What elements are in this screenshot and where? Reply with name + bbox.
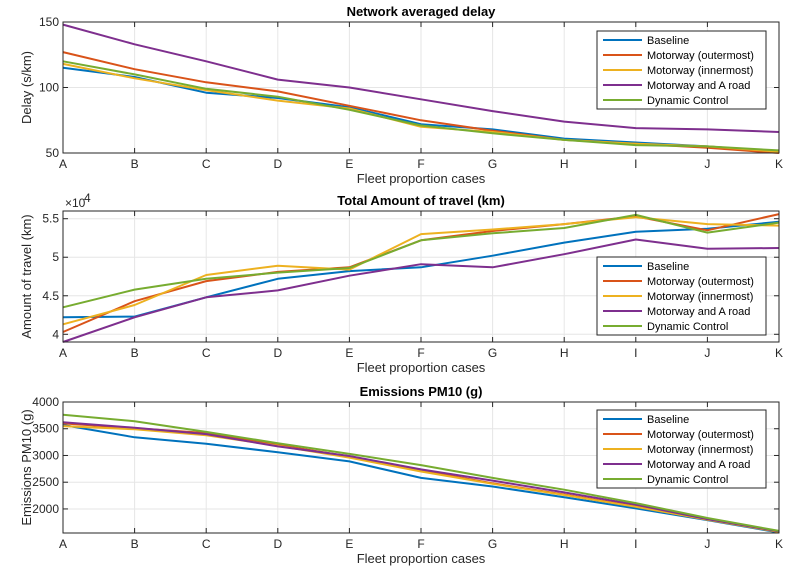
- chart-title: Network averaged delay: [347, 4, 497, 19]
- y-exponent-power: 4: [84, 191, 91, 205]
- x-tick-label: B: [131, 157, 139, 171]
- legend-entry-5: Dynamic Control: [647, 95, 728, 107]
- y-tick-label: 3500: [32, 422, 59, 436]
- legend-entry-4: Motorway and A road: [647, 306, 750, 318]
- x-tick-label: G: [488, 157, 497, 171]
- legend-entry-3: Motorway (innermost): [647, 65, 753, 77]
- legend-entry-1: Baseline: [647, 261, 689, 273]
- y-axis-label: Emissions PM10 (g): [19, 409, 34, 525]
- series-line-3: [62, 216, 780, 326]
- x-tick-label: K: [775, 346, 783, 360]
- x-tick-label: B: [131, 346, 139, 360]
- legend: Baseline Motorway (outermost) Motorway (in…: [596, 30, 767, 110]
- x-tick-label: A: [59, 346, 67, 360]
- y-tick-label: 5: [52, 250, 59, 264]
- x-tick-label: F: [417, 157, 424, 171]
- y-tick-label: 4000: [32, 395, 59, 409]
- x-tick-label: E: [345, 157, 353, 171]
- x-tick-label: H: [560, 346, 569, 360]
- x-tick-label: A: [59, 537, 67, 551]
- x-tick-label: F: [417, 537, 424, 551]
- y-tick-label: 2500: [32, 475, 59, 489]
- legend-entry-1: Baseline: [647, 35, 689, 47]
- x-tick-label: E: [345, 346, 353, 360]
- series-line-3: [62, 425, 780, 533]
- legend-entry-3: Motorway (innermost): [647, 291, 753, 303]
- x-axis-label: Fleet proportion cases: [357, 360, 486, 375]
- legend-entry-5: Dynamic Control: [647, 474, 728, 486]
- y-tick-label: 150: [39, 15, 59, 29]
- y-tick-label: 2000: [32, 502, 59, 516]
- series-line-5: [62, 413, 780, 532]
- series-line-1: [62, 424, 780, 534]
- y-tick-label: 5.5: [42, 212, 59, 226]
- legend-entry-4: Motorway and A road: [647, 80, 750, 92]
- legend-entry-5: Dynamic Control: [647, 321, 728, 333]
- series-line-4: [62, 421, 780, 533]
- x-tick-label: D: [273, 346, 282, 360]
- x-tick-label: D: [273, 157, 282, 171]
- chart-panel-1: A B C D E F G H I J K 50 100 150 Network averaged dela…: [19, 4, 783, 186]
- x-tick-label: J: [704, 537, 710, 551]
- series-line-5: [62, 213, 780, 309]
- y-axis-label: Amount of travel (km): [19, 214, 34, 338]
- series-line-4: [62, 23, 780, 133]
- legend-entry-2: Motorway (outermost): [647, 50, 754, 62]
- x-tick-label: D: [273, 537, 282, 551]
- y-tick-label: 4: [52, 327, 59, 341]
- x-tick-label: A: [59, 157, 67, 171]
- series-line-4: [62, 238, 780, 343]
- x-tick-label: I: [634, 157, 637, 171]
- x-tick-label: E: [345, 537, 353, 551]
- chart-title: Total Amount of travel (km): [337, 193, 505, 208]
- legend-entry-2: Motorway (outermost): [647, 429, 754, 441]
- x-tick-label: C: [202, 346, 211, 360]
- legend: Baseline Motorway (outermost) Motorway (in…: [596, 256, 767, 336]
- y-axis-label: Delay (s/km): [19, 51, 34, 124]
- x-tick-label: I: [634, 346, 637, 360]
- series-line-5: [62, 60, 780, 152]
- x-tick-label: J: [704, 346, 710, 360]
- y-tick-label: 50: [46, 146, 60, 160]
- x-tick-label: G: [488, 346, 497, 360]
- legend-entry-3: Motorway (innermost): [647, 444, 753, 456]
- x-tick-label: C: [202, 537, 211, 551]
- chart-panel-3: A B C D E F G H I J K20002500300035004000Emissions…: [19, 384, 783, 566]
- x-tick-label: J: [704, 157, 710, 171]
- legend-entry-4: Motorway and A road: [647, 459, 750, 471]
- chart-title: Emissions PM10 (g): [360, 384, 483, 399]
- x-tick-label: B: [131, 537, 139, 551]
- y-exponent-base: ×10: [65, 196, 86, 210]
- x-axis-label: Fleet proportion cases: [357, 171, 486, 186]
- chart-panel-2: A B C D E F G H I J K44.555.5×104 Total Amount of t…: [19, 191, 783, 375]
- x-tick-label: K: [775, 537, 783, 551]
- legend-entry-2: Motorway (outermost): [647, 276, 754, 288]
- legend-entry-1: Baseline: [647, 414, 689, 426]
- legend: Baseline Motorway (outermost) Motorway (in…: [596, 409, 767, 489]
- x-tick-label: C: [202, 157, 211, 171]
- x-tick-label: H: [560, 537, 569, 551]
- x-tick-label: K: [775, 157, 783, 171]
- y-tick-label: 4.5: [42, 289, 59, 303]
- x-tick-label: G: [488, 537, 497, 551]
- x-axis-label: Fleet proportion cases: [357, 551, 486, 566]
- x-tick-label: F: [417, 346, 424, 360]
- x-tick-label: H: [560, 157, 569, 171]
- y-tick-label: 100: [39, 81, 59, 95]
- x-tick-label: I: [634, 537, 637, 551]
- y-tick-label: 3000: [32, 448, 59, 462]
